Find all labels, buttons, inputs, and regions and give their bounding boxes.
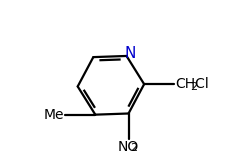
Text: CHCl: CHCl xyxy=(175,77,209,91)
Text: N: N xyxy=(125,46,136,61)
Text: NO: NO xyxy=(117,140,139,154)
Text: 2: 2 xyxy=(190,82,197,92)
Text: 2: 2 xyxy=(130,143,137,153)
Text: Me: Me xyxy=(44,108,64,122)
